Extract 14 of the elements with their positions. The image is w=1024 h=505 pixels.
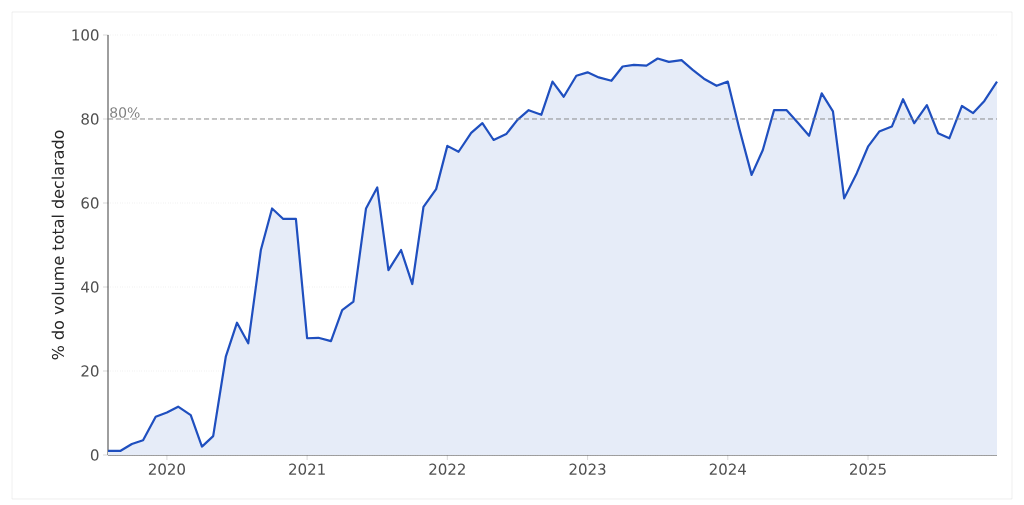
y-axis-title: % do volume total declarado [51, 130, 64, 360]
x-tick-label: 2021 [289, 463, 325, 475]
y-tick-label: 100 [72, 29, 99, 41]
x-tick-label: 2024 [709, 463, 747, 475]
y-tick-label: 60 [81, 197, 99, 209]
x-tick-label: 2022 [429, 463, 465, 475]
y-tick-label: 20 [81, 365, 99, 377]
x-tick-label: 2020 [148, 463, 185, 475]
y-tick-label: 40 [81, 281, 99, 293]
x-tick-label: 2023 [569, 463, 606, 475]
ref-line-label: 80% [110, 107, 140, 118]
x-tick-label: 2025 [850, 463, 886, 475]
y-tick-label: 0 [90, 449, 99, 461]
y-tick-label: 80 [81, 113, 99, 125]
